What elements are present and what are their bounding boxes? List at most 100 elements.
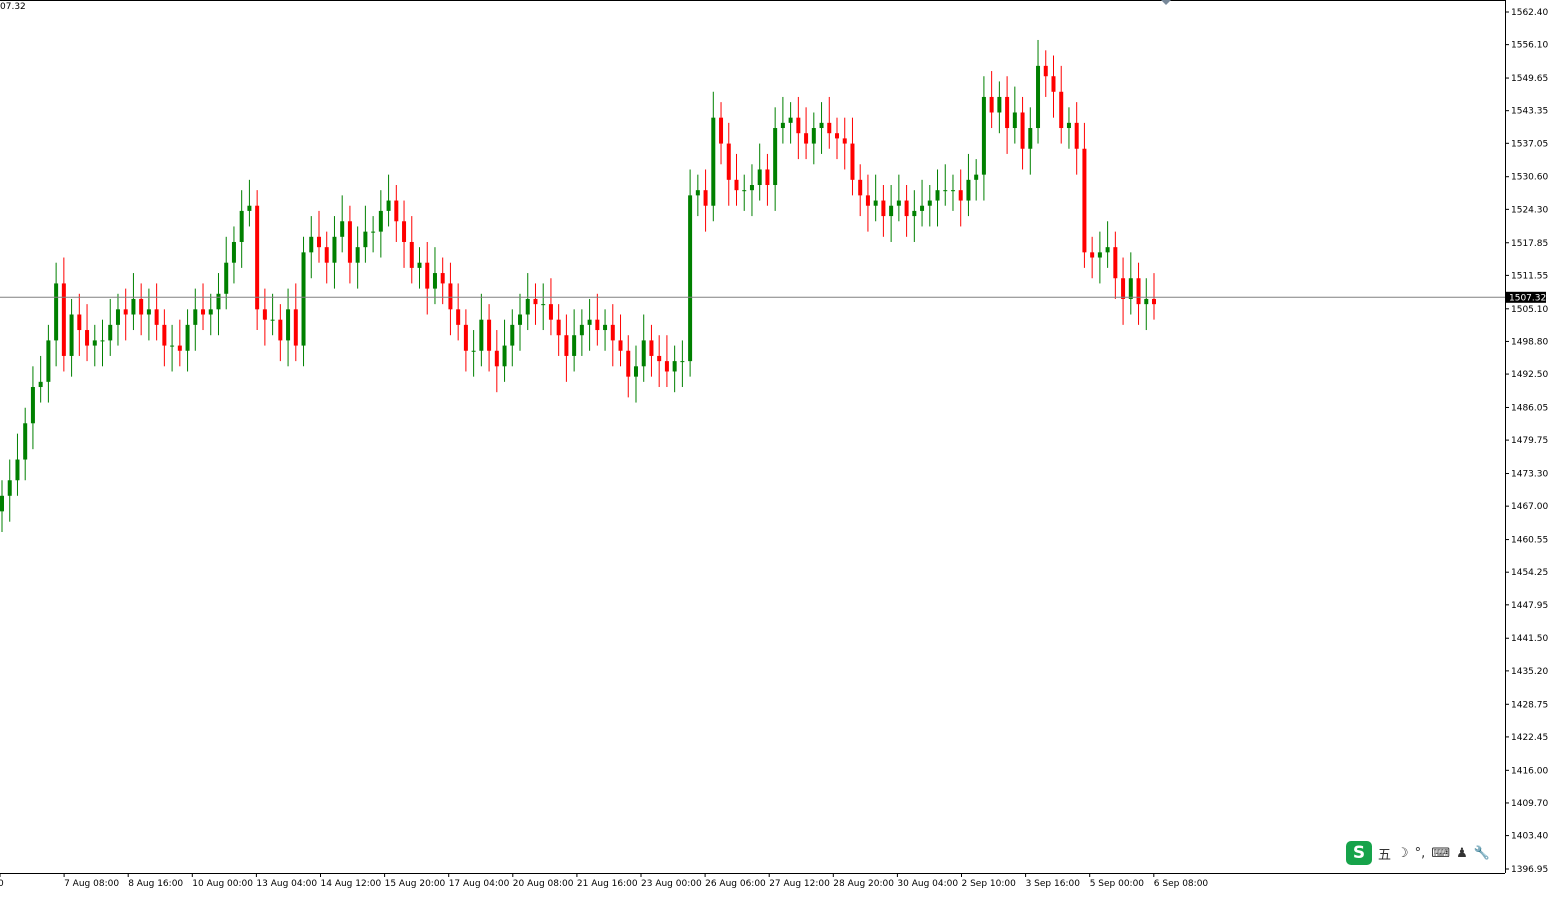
candle xyxy=(641,314,646,382)
current-price-value: 1507.32 xyxy=(1509,293,1546,303)
candle xyxy=(1028,107,1033,175)
candle xyxy=(572,309,577,372)
candle-body xyxy=(1105,247,1110,253)
candle xyxy=(610,304,615,367)
candle-body xyxy=(1152,298,1156,305)
sogou-logo-icon[interactable]: S xyxy=(1346,841,1372,865)
candle xyxy=(146,288,151,341)
candle-body xyxy=(595,319,600,331)
time-tick-label: 6 Sep 08:00 xyxy=(1154,879,1209,889)
candle xyxy=(1152,273,1156,320)
candle-body xyxy=(572,335,577,356)
candle-body xyxy=(432,273,437,289)
punctuation-icon[interactable]: °, xyxy=(1414,845,1426,861)
candle xyxy=(773,107,778,211)
candle-body xyxy=(1020,112,1025,149)
candle-body xyxy=(92,340,97,346)
candle-body xyxy=(448,283,453,310)
candle xyxy=(371,216,376,253)
candle-body xyxy=(703,190,708,206)
candle-body xyxy=(719,117,724,144)
candle xyxy=(664,335,669,388)
candle xyxy=(425,241,430,315)
candle-body xyxy=(819,122,824,129)
candle-body xyxy=(255,205,260,310)
candle-body xyxy=(773,128,778,186)
candle xyxy=(742,174,747,211)
candle-body xyxy=(603,324,608,331)
candle xyxy=(115,293,120,346)
candle-body xyxy=(409,241,414,268)
candle xyxy=(432,247,437,305)
chart-shift-marker-icon[interactable] xyxy=(1161,0,1171,5)
candle-body xyxy=(641,340,646,367)
candle-body xyxy=(77,314,82,331)
candle xyxy=(479,293,484,367)
candle xyxy=(548,278,553,336)
candle-body xyxy=(231,241,236,263)
candle-body xyxy=(100,340,105,342)
candle xyxy=(409,216,414,284)
candle xyxy=(827,96,832,149)
candle xyxy=(525,273,530,331)
candle xyxy=(603,309,608,351)
candle xyxy=(579,309,584,356)
candle-body xyxy=(1090,252,1095,258)
time-tick-label: 10 Aug 00:00 xyxy=(192,879,253,889)
candle-body xyxy=(177,345,182,351)
moon-icon[interactable]: ☽ xyxy=(1397,845,1409,861)
candle xyxy=(224,236,229,310)
candle-body xyxy=(680,361,685,363)
input-mode-icon[interactable]: 五 xyxy=(1378,847,1392,863)
candle xyxy=(749,164,754,217)
candle-body xyxy=(533,298,538,305)
keyboard-icon[interactable]: ⌨ xyxy=(1431,845,1451,861)
candle xyxy=(858,164,863,217)
candle xyxy=(247,179,252,227)
candle-body xyxy=(170,345,175,347)
candle xyxy=(719,102,724,165)
wrench-icon[interactable]: 🔧 xyxy=(1473,845,1490,861)
candle-body xyxy=(208,309,213,315)
candle xyxy=(927,185,932,227)
candle xyxy=(1059,65,1064,144)
time-tick-label: 28 Aug 20:00 xyxy=(833,879,894,889)
candle xyxy=(386,174,391,227)
time-tick-label: 2 Sep 10:00 xyxy=(962,879,1017,889)
candle-body xyxy=(471,350,476,352)
candle-body xyxy=(564,335,569,356)
candle-body xyxy=(981,96,986,175)
candle xyxy=(1082,122,1087,268)
price-tick-label: 1562.40 xyxy=(1511,8,1548,18)
ime-toolbar[interactable]: S 五 ☽ °, ⌨ ♟ 🔧 xyxy=(1346,840,1490,866)
candle-body xyxy=(734,179,739,191)
candle xyxy=(1066,107,1071,149)
price-tick-label: 1447.95 xyxy=(1511,601,1548,611)
price-tick-label: 1511.55 xyxy=(1511,271,1548,281)
candle xyxy=(324,231,329,284)
time-axis[interactable]: 0 7 Aug 08:00 8 Aug 16:00 10 Aug 00:00 13 Au… xyxy=(0,873,1208,889)
candle xyxy=(943,164,948,206)
candle-body xyxy=(587,319,592,325)
candle-body xyxy=(1043,65,1048,77)
candle xyxy=(30,366,35,450)
candle-body xyxy=(711,117,716,206)
user-icon[interactable]: ♟ xyxy=(1456,845,1468,861)
candle-body xyxy=(262,309,267,320)
candle xyxy=(865,174,870,232)
candle xyxy=(131,273,136,331)
candle-body xyxy=(487,319,492,351)
candle xyxy=(920,179,925,227)
price-axis[interactable]: 1562.40 1556.10 1549.65 1543.35 1537.05 1530.… xyxy=(1505,8,1548,875)
candle xyxy=(510,309,515,367)
candle xyxy=(355,226,360,289)
candle-body xyxy=(742,190,747,192)
price-tick-label: 1409.70 xyxy=(1511,799,1548,809)
candle-body xyxy=(123,309,128,315)
candles-layer xyxy=(0,39,1156,533)
price-tick-label: 1454.25 xyxy=(1511,568,1548,578)
candle xyxy=(873,174,878,222)
candle-body xyxy=(974,174,979,180)
candle xyxy=(587,298,592,351)
